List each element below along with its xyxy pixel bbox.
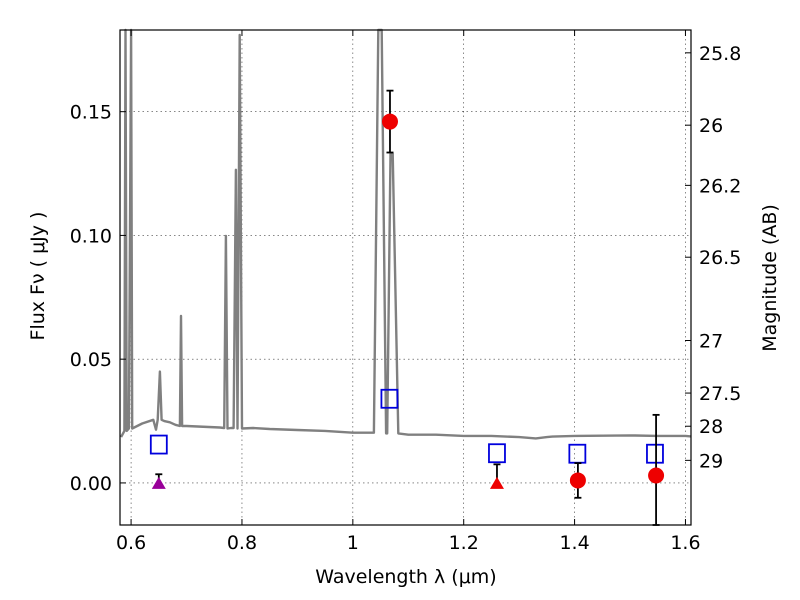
model-spectrum-line	[120, 28, 692, 440]
grid-lines	[120, 30, 691, 525]
x-tick-label: 1.6	[670, 532, 700, 554]
tick-layer: 0.6 0.8 1 1.2 1.4 1.6 0.00 0.05 0.10 0.15 25.8 26 26…	[70, 30, 741, 554]
upper-limit-triangle	[151, 476, 166, 489]
y-axis-title: Flux Fν ( μJy )	[27, 212, 49, 341]
y2-tick-label: 28	[699, 416, 723, 438]
x-axis-title: Wavelength λ (μm)	[315, 566, 496, 588]
y2-tick-label: 29	[699, 450, 723, 472]
spectrum-layer	[120, 28, 692, 440]
x-tick-label: 0.6	[116, 532, 146, 554]
y-tick-label: 0.05	[70, 349, 112, 371]
y2-tick-label: 27	[699, 331, 723, 353]
x-tick-label: 1	[347, 532, 359, 554]
y2-tick-label: 27.5	[699, 383, 741, 405]
y-tick-label: 0.15	[70, 102, 112, 124]
model-band-flux-square	[149, 434, 168, 455]
model-band-flux-square	[380, 388, 399, 409]
detection-point	[569, 472, 586, 489]
plot-frame	[119, 29, 692, 526]
x-tick-label: 0.8	[227, 532, 257, 554]
upper-limit-triangle	[489, 476, 504, 489]
detection-point	[648, 467, 665, 484]
y2-tick-label: 26	[699, 115, 723, 137]
y2-axis-title: Magnitude (AB)	[759, 204, 781, 352]
y2-tick-label: 26.2	[699, 175, 741, 197]
model-band-flux-square	[568, 443, 587, 464]
y2-tick-label: 25.8	[699, 43, 741, 65]
model-band-flux-square	[646, 443, 664, 464]
y-tick-label: 0.00	[70, 473, 112, 495]
marker-layer	[149, 89, 665, 526]
detection-point	[381, 113, 398, 130]
x-tick-label: 1.2	[449, 532, 479, 554]
y-tick-label: 0.10	[70, 225, 112, 247]
model-band-flux-square	[488, 443, 506, 464]
x-tick-label: 1.4	[559, 532, 589, 554]
y2-tick-label: 26.5	[699, 247, 741, 269]
